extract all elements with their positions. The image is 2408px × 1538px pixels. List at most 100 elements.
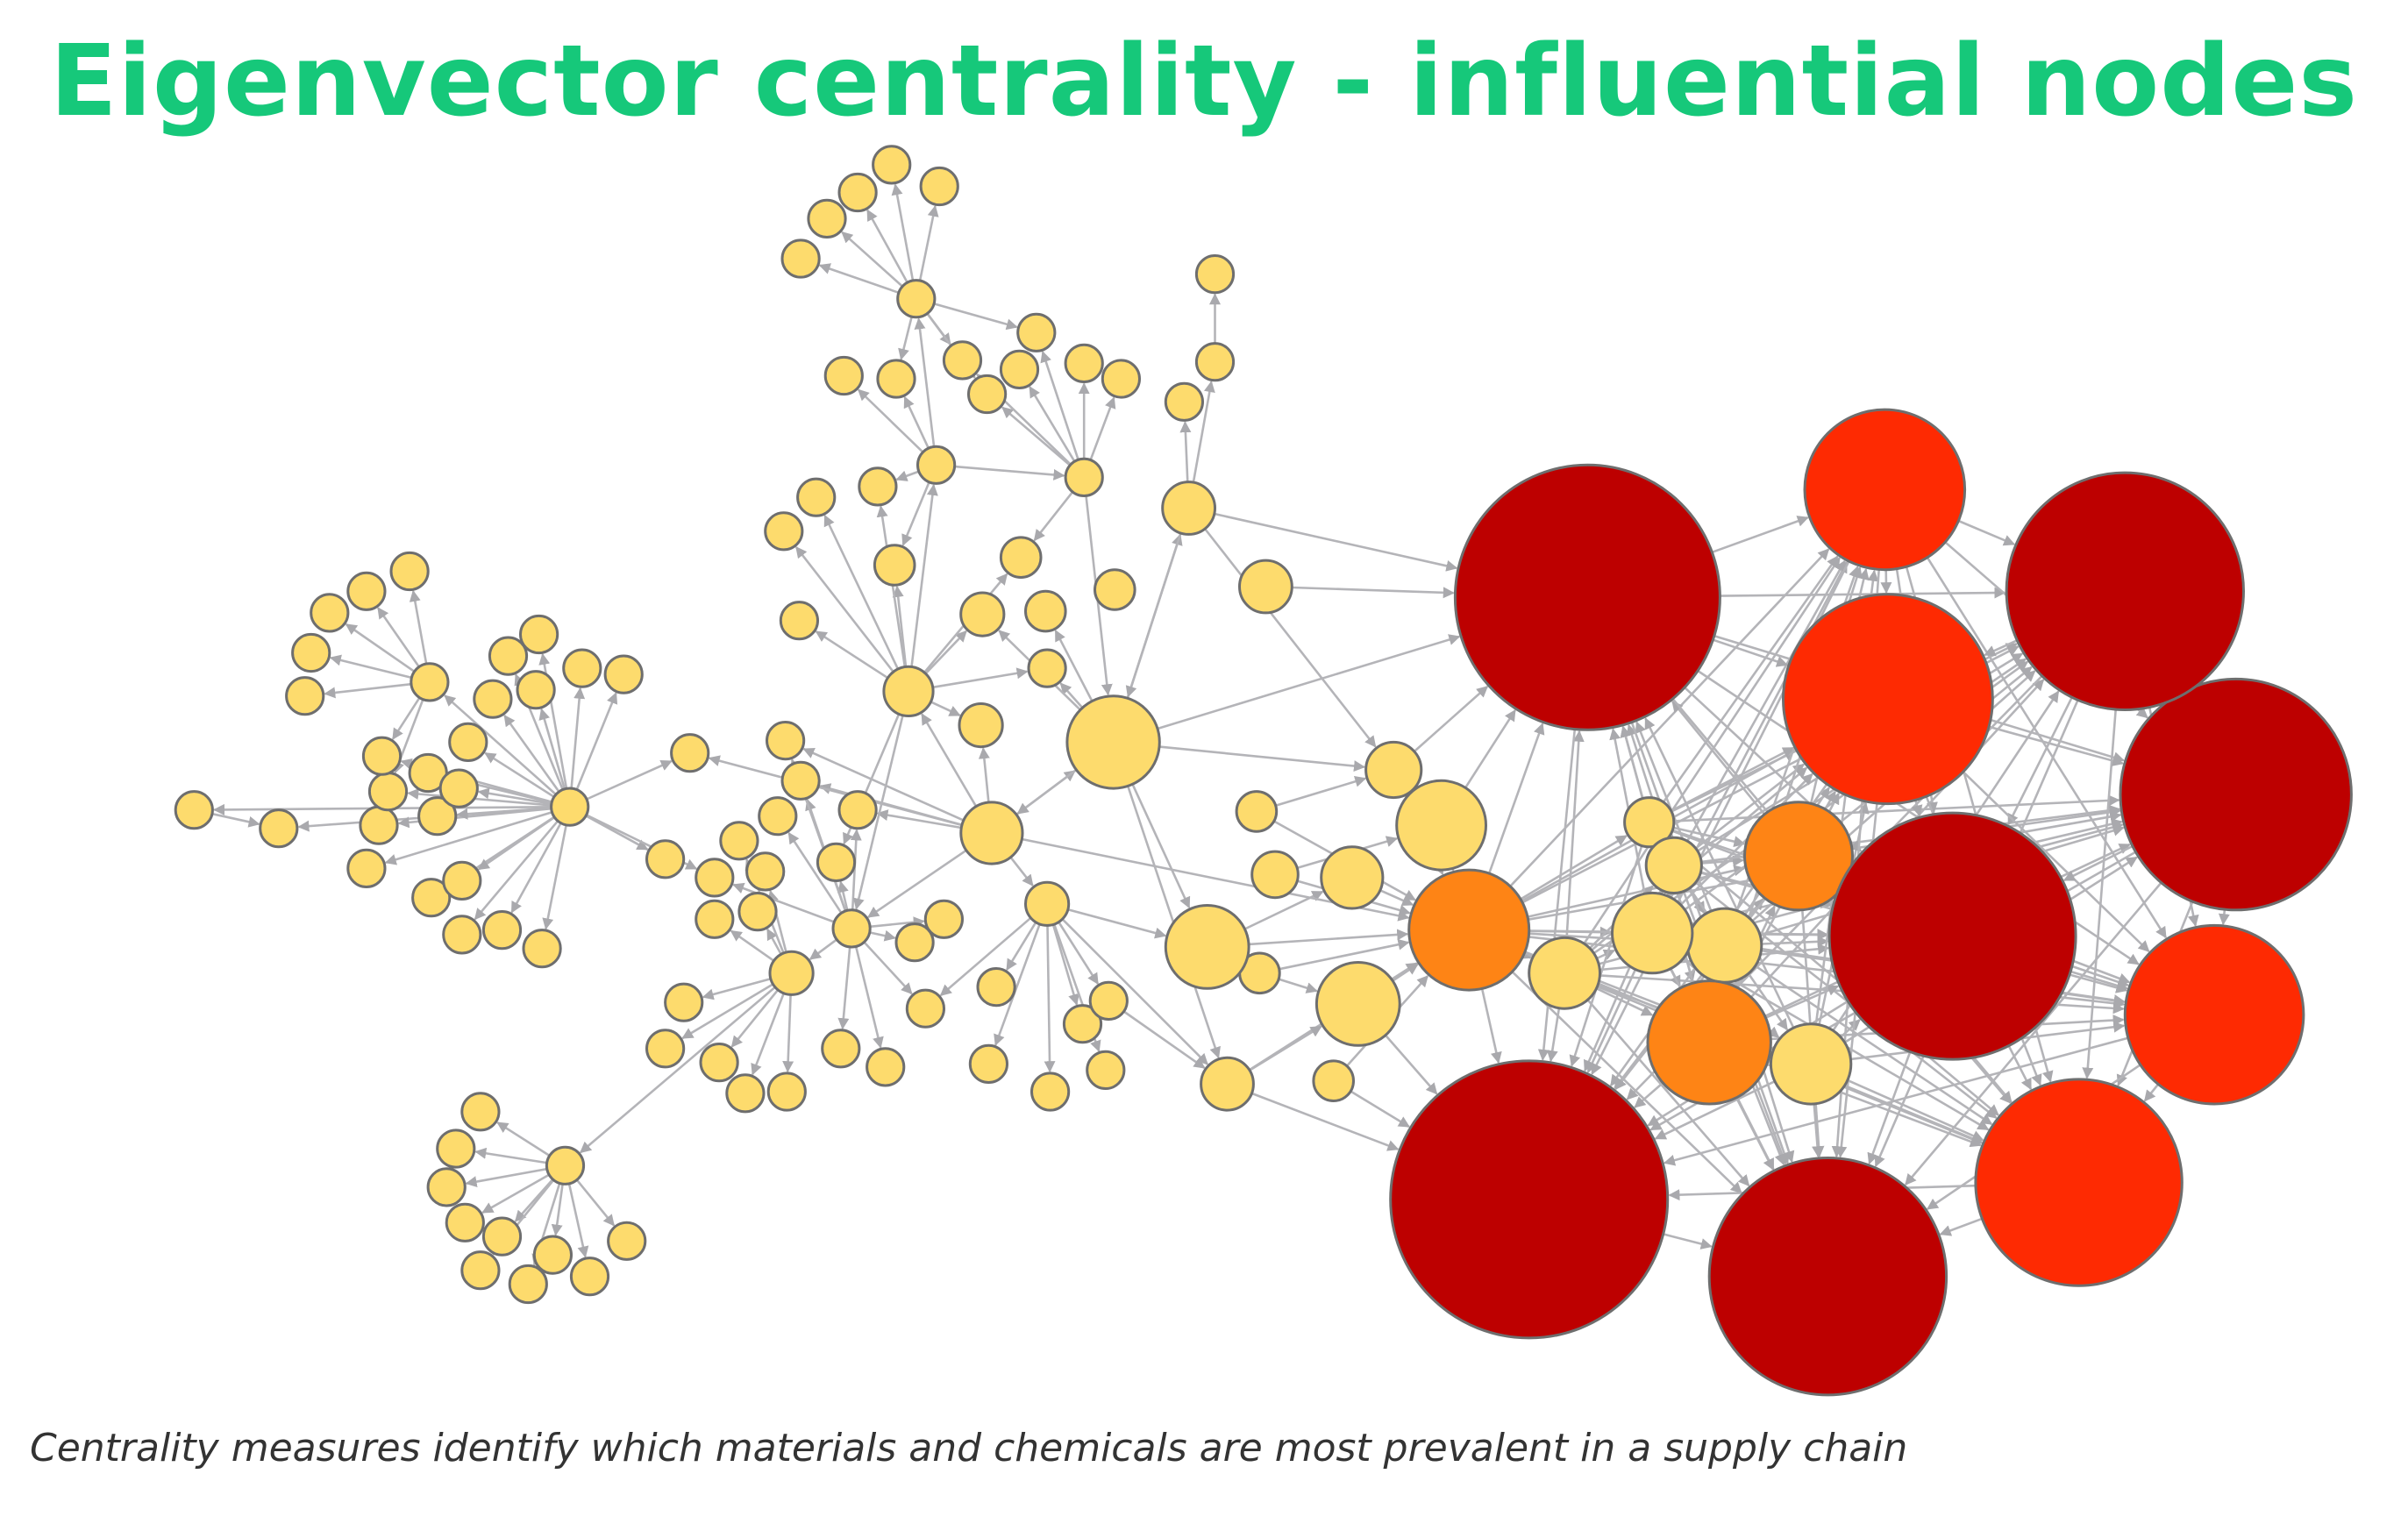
graph-edge xyxy=(708,755,963,827)
graph-edge xyxy=(841,231,903,288)
graph-edge xyxy=(1663,1036,2129,1166)
graph-node-low-centrality xyxy=(519,614,559,655)
graph-node-low-centrality xyxy=(310,593,350,633)
graph-edge xyxy=(978,747,990,803)
graph-edge xyxy=(1392,963,1419,982)
graph-edge xyxy=(802,747,965,822)
graph-node-low-centrality xyxy=(1314,961,1401,1047)
graph-node-low-centrality xyxy=(645,1029,686,1069)
graph-edge xyxy=(1720,587,2006,599)
graph-edge xyxy=(1824,790,1836,810)
graph-edge xyxy=(863,941,913,995)
graph-edge xyxy=(910,483,938,667)
graph-edge xyxy=(477,816,556,871)
graph-node-low-centrality xyxy=(367,772,409,812)
graph-edge xyxy=(766,928,782,955)
graph-edge xyxy=(1131,783,1191,909)
graph-node-low-centrality xyxy=(411,878,452,918)
graph-node-medium-centrality xyxy=(1743,801,1854,912)
graph-node-low-centrality xyxy=(699,1043,739,1083)
graph-edge xyxy=(1067,908,1167,939)
graph-edge xyxy=(1480,988,1502,1064)
graph-edge xyxy=(1662,555,1839,803)
graph-node-low-centrality xyxy=(745,851,786,892)
graph-edge xyxy=(869,929,896,942)
graph-edge xyxy=(1701,855,1744,867)
graph-node-low-centrality xyxy=(522,929,562,969)
graph-node-low-centrality xyxy=(896,279,937,319)
graph-node-low-centrality xyxy=(481,910,523,951)
graph-node-low-centrality xyxy=(1164,381,1205,422)
graph-node-medium-centrality xyxy=(1646,979,1772,1106)
graph-node-highest-centrality xyxy=(2005,471,2246,711)
graph-edge xyxy=(681,983,774,1040)
graph-edge xyxy=(782,994,794,1073)
graph-node-low-centrality xyxy=(1238,559,1293,615)
graph-edge xyxy=(1911,800,1923,817)
graph-edge xyxy=(586,759,673,801)
graph-edge xyxy=(585,815,649,851)
graph-node-low-centrality xyxy=(1027,648,1067,688)
graph-node-low-centrality xyxy=(923,899,965,939)
graph-edge xyxy=(2143,1083,2160,1102)
graph-node-low-centrality xyxy=(695,899,735,939)
graph-node-low-centrality xyxy=(346,848,387,889)
graph-edge xyxy=(1379,889,1414,906)
graph-node-low-centrality xyxy=(737,892,778,932)
graph-edge xyxy=(891,183,915,281)
graph-node-low-centrality xyxy=(766,721,806,761)
graph-node-low-centrality xyxy=(894,922,935,963)
graph-edge xyxy=(815,630,889,680)
graph-node-low-centrality xyxy=(481,1216,523,1257)
graph-edge xyxy=(2070,970,2128,992)
graph-edge xyxy=(1686,559,1846,842)
graph-edge xyxy=(702,977,772,1000)
graph-node-low-centrality xyxy=(916,445,957,485)
graph-edge xyxy=(1122,1010,1206,1069)
graph-edge xyxy=(1939,1217,1983,1236)
graph-edge xyxy=(1672,826,1746,848)
graph-edge xyxy=(1179,421,1192,482)
graph-node-low-centrality xyxy=(1062,1004,1103,1044)
graph-edge xyxy=(377,607,420,668)
graph-node-low-centrality xyxy=(816,842,857,883)
graph-node-low-centrality xyxy=(532,1235,574,1275)
graph-node-low-centrality xyxy=(1086,1050,1126,1091)
graph-node-low-centrality xyxy=(516,670,556,710)
graph-edge xyxy=(939,916,1032,997)
graph-node-low-centrality xyxy=(764,511,804,552)
graph-node-low-centrality xyxy=(958,702,1004,749)
graph-edge xyxy=(1670,560,1849,899)
graph-edge xyxy=(409,589,428,665)
graph-node-low-centrality xyxy=(725,1073,766,1114)
graph-node-low-centrality xyxy=(959,801,1024,865)
graph-edge xyxy=(2007,696,2073,826)
graph-node-low-centrality xyxy=(508,1264,548,1305)
graph-node-low-centrality xyxy=(919,166,959,207)
graph-edge xyxy=(1125,532,1182,698)
graph-node-low-centrality xyxy=(361,736,403,776)
graph-edge xyxy=(570,687,586,789)
graph-node-low-centrality xyxy=(968,1043,1009,1085)
graph-edge xyxy=(2082,708,2117,1079)
graph-node-highest-centrality xyxy=(1453,463,1721,731)
graph-node-low-centrality xyxy=(1312,1059,1355,1102)
graph-edge xyxy=(345,623,416,673)
graph-node-low-centrality xyxy=(1623,796,1676,849)
graph-edge xyxy=(1711,516,1809,554)
page-title: Eigenvector centrality - influential nod… xyxy=(49,25,2359,139)
graph-edge xyxy=(1058,921,1100,985)
graph-edge xyxy=(854,945,884,1049)
graph-node-low-centrality xyxy=(1235,790,1279,833)
graph-node-low-centrality xyxy=(473,679,513,719)
graph-edge xyxy=(514,1178,554,1222)
graph-node-low-centrality xyxy=(291,632,331,673)
graph-node-low-centrality xyxy=(780,239,821,279)
graph-edge xyxy=(542,824,567,930)
graph-node-low-centrality xyxy=(410,662,450,702)
graph-edge xyxy=(751,993,786,1076)
graph-node-low-centrality xyxy=(1395,779,1487,872)
graph-node-low-centrality xyxy=(872,145,912,185)
graph-node-low-centrality xyxy=(550,787,590,827)
graph-node-highest-centrality xyxy=(1389,1059,1670,1340)
